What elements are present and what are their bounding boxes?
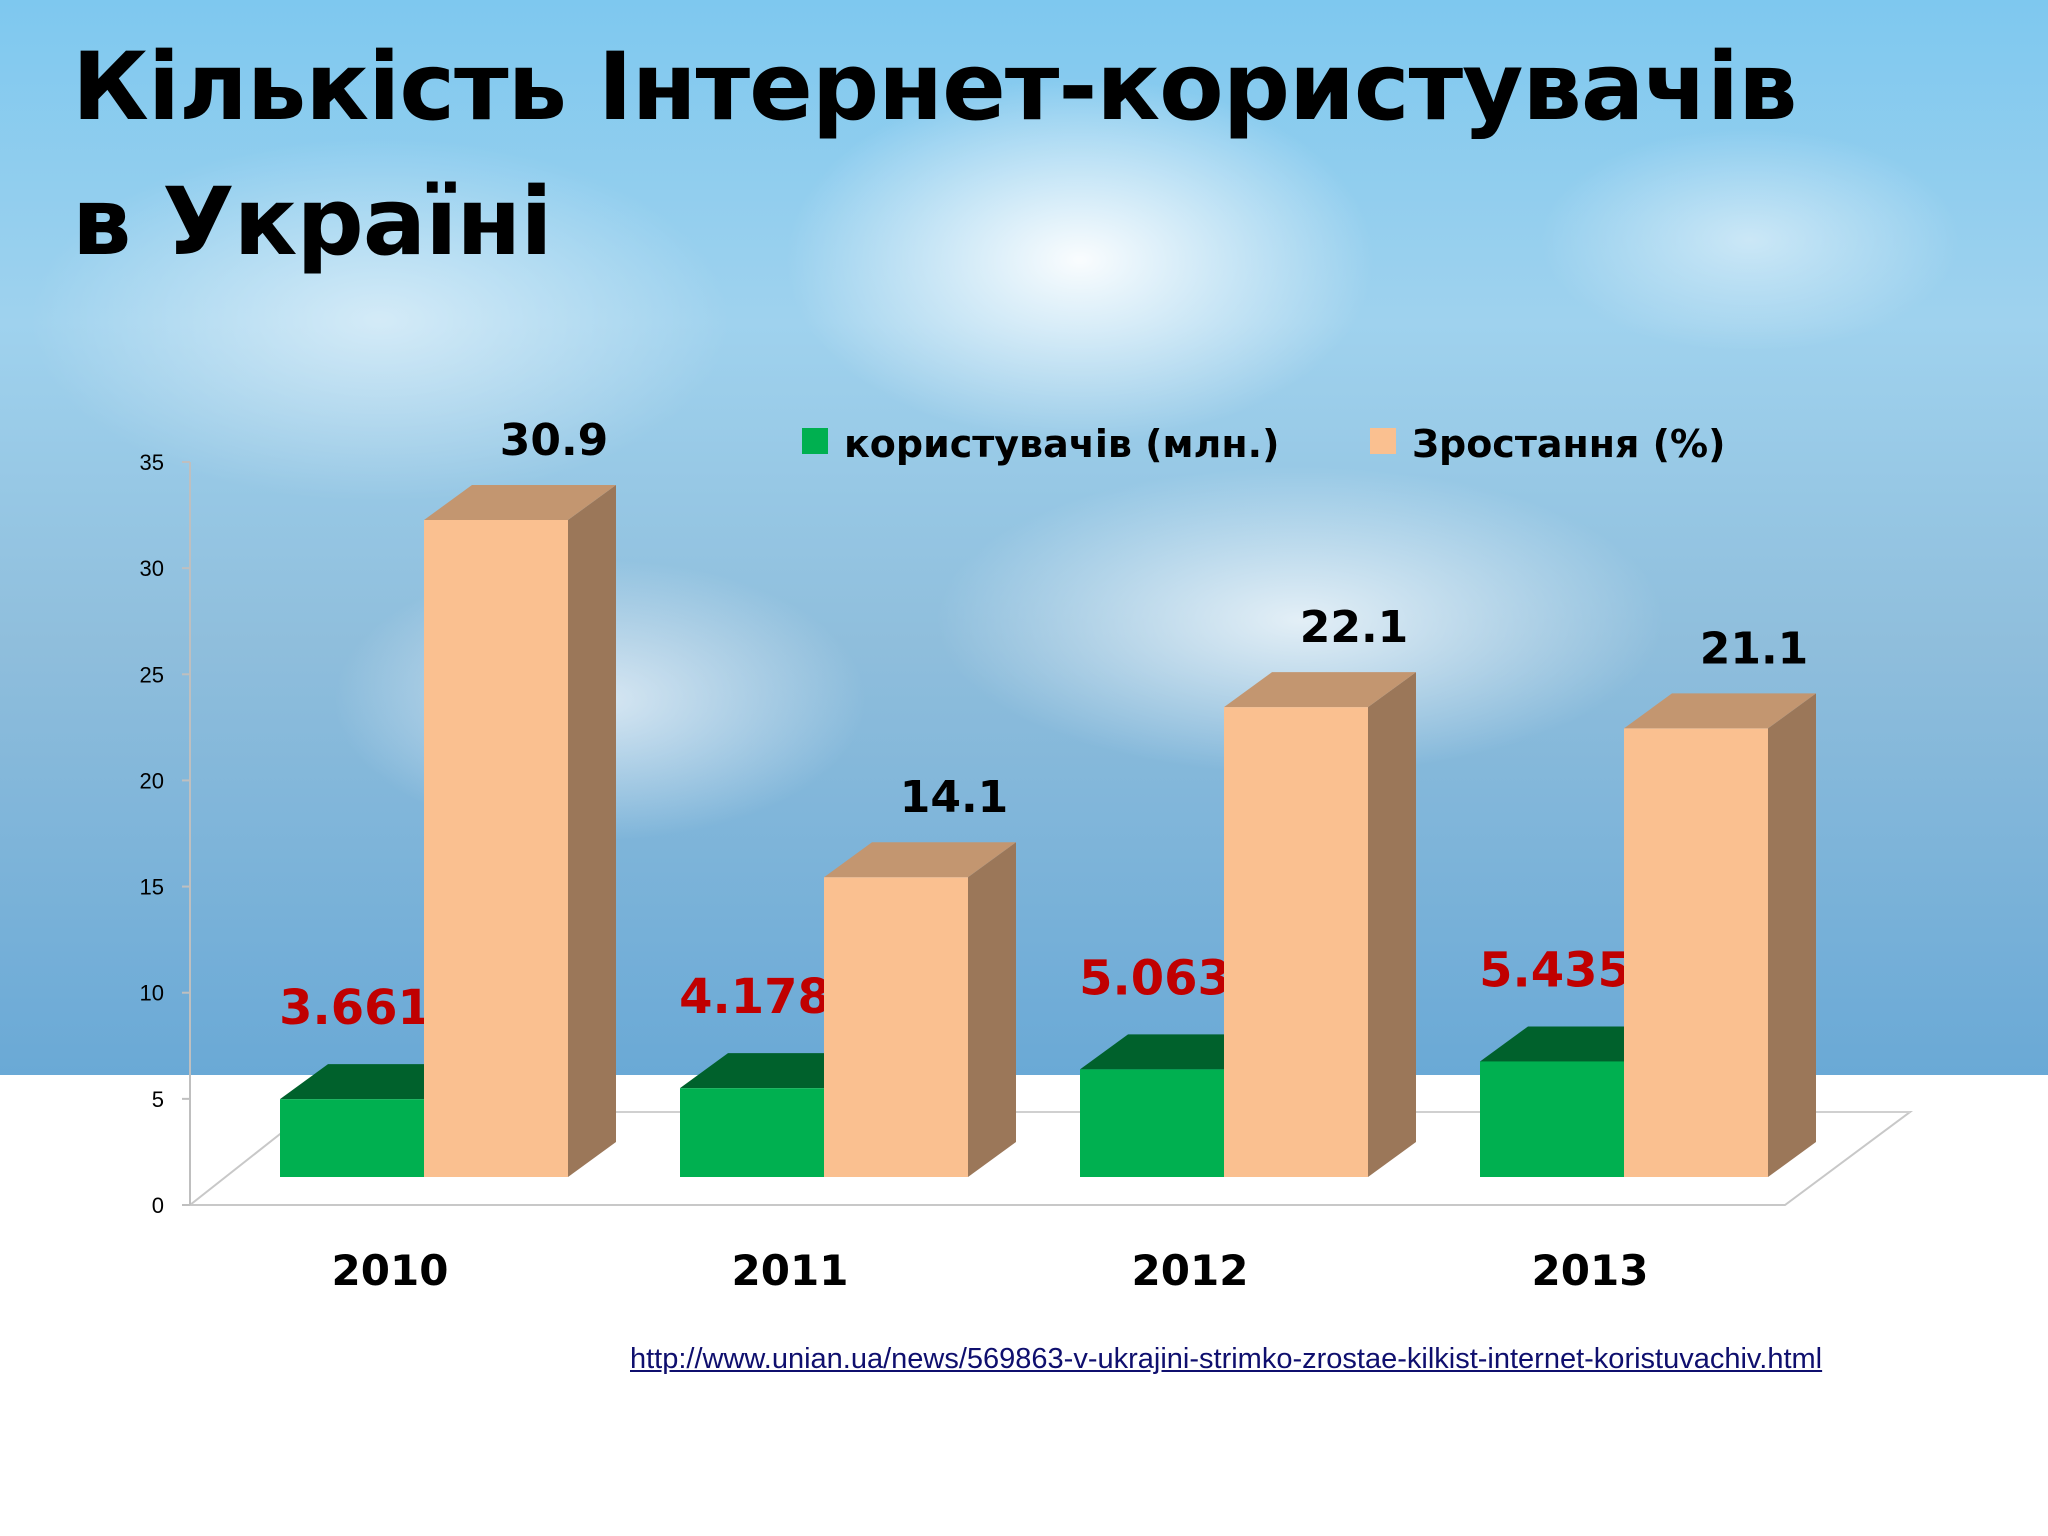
bar-top-growth-2011 [824,842,1016,878]
legend-label-users: користувачів (млн.) [844,422,1279,466]
x-category-label-2010: 2010 [332,1246,449,1295]
bar-users-2013 [1480,1061,1624,1177]
bar-top-growth-2012 [1224,672,1416,708]
data-label-users-2010: 3.661 [279,980,431,1036]
y-tick-label: 10 [140,981,164,1006]
x-category-label-2013: 2013 [1532,1246,1649,1295]
bar-growth-2012 [1224,707,1368,1177]
page-title: Кількість Інтернет-користувачів в Україн… [72,20,1798,291]
bar-top-growth-2013 [1624,693,1816,729]
bar-users-2011 [680,1088,824,1177]
bar-top-growth-2010 [424,485,616,520]
data-label-growth-2011: 14.1 [900,772,1009,823]
y-tick-label: 0 [152,1193,164,1218]
data-label-users-2011: 4.178 [679,969,831,1025]
bar-side-growth-2012 [1368,672,1416,1177]
bar-side-growth-2011 [968,842,1016,1177]
data-label-growth-2012: 22.1 [1300,602,1409,653]
bar-growth-2010 [424,520,568,1177]
legend-swatch-growth [1370,428,1396,454]
x-category-label-2012: 2012 [1132,1246,1249,1295]
data-label-growth-2010: 30.9 [500,415,609,466]
data-label-users-2013: 5.435 [1479,942,1631,998]
bar-users-2012 [1080,1069,1224,1177]
y-tick-label: 30 [140,556,164,581]
legend-swatch-users [802,428,828,454]
data-label-users-2012: 5.063 [1079,950,1231,1006]
bar-side-growth-2010 [568,485,616,1177]
y-tick-label: 20 [140,768,164,793]
title-line-2: в Україні [72,168,553,278]
bar-users-2010 [280,1099,424,1177]
y-tick-label: 5 [152,1087,164,1112]
bar-growth-2011 [824,877,968,1177]
y-tick-label: 35 [140,450,164,475]
legend-label-growth: Зростання (%) [1412,422,1725,466]
y-tick-label: 25 [140,662,164,687]
bar-growth-2013 [1624,728,1768,1177]
y-tick-label: 15 [140,875,164,900]
x-category-label-2011: 2011 [732,1246,849,1295]
data-label-growth-2013: 21.1 [1700,623,1809,674]
title-line-1: Кількість Інтернет-користувачів [72,33,1798,142]
source-link[interactable]: http://www.unian.ua/news/569863-v-ukraji… [630,1343,1823,1375]
bar-side-growth-2013 [1768,693,1816,1177]
